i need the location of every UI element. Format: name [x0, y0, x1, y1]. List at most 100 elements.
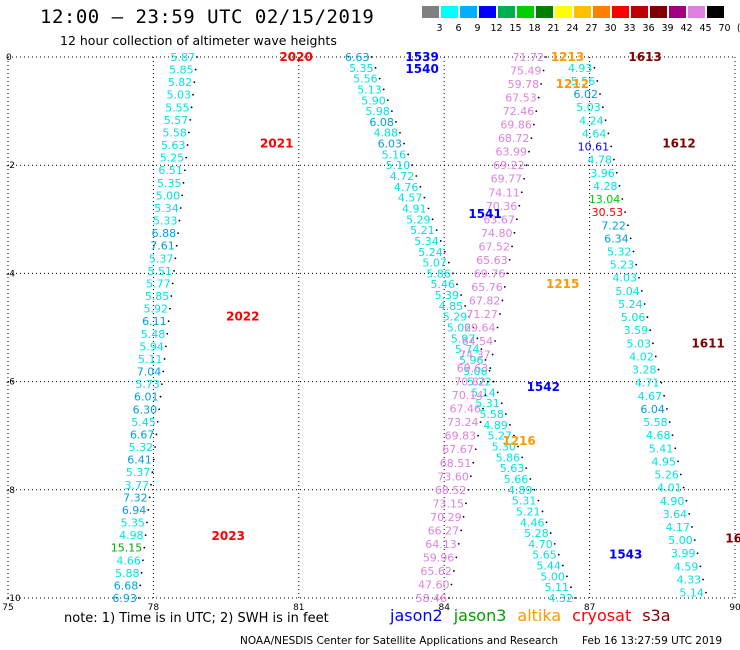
color-swatch	[631, 6, 648, 18]
track-point	[629, 237, 632, 240]
track-point	[574, 597, 576, 599]
swh-value-label: 5.23	[610, 259, 635, 272]
swh-value-label: 5.26	[654, 469, 679, 482]
swh-value-label: 5.45	[131, 416, 156, 429]
swh-value-label: 69.22	[493, 159, 525, 172]
track-point	[607, 132, 610, 135]
swh-value-label: 5.21	[516, 505, 541, 518]
swh-value-label: 67.82	[469, 294, 501, 307]
track-point	[699, 565, 702, 568]
track-point	[174, 257, 177, 260]
track-point	[671, 434, 674, 437]
swh-value-label: 5.29	[406, 213, 431, 226]
swh-value-label: 5.87	[171, 51, 196, 64]
track-point	[696, 552, 699, 555]
swh-value-label: 68.51	[440, 457, 472, 470]
pass-number-label: 2021	[260, 137, 293, 151]
swh-value-label: 5.34	[414, 235, 439, 248]
track-point	[486, 380, 489, 383]
track-point	[143, 546, 146, 549]
swh-value-label: 5.39	[435, 289, 460, 302]
track-point	[474, 448, 477, 451]
track-point	[517, 445, 519, 448]
swh-value-label: 4.98	[119, 529, 144, 542]
color-swatch	[555, 6, 572, 18]
track-point	[146, 521, 148, 524]
swh-value-label: 6.08	[369, 116, 394, 129]
swh-value-label: 5.03	[166, 89, 191, 102]
pass-number-label: 2022	[226, 310, 259, 324]
swh-value-label: 5.94	[139, 340, 164, 353]
track-point	[147, 509, 150, 511]
track-point	[431, 218, 434, 221]
y-tick-label: -10	[6, 594, 21, 604]
track-point	[427, 207, 430, 210]
y-tick-label: -4	[6, 269, 15, 279]
swh-value-label: 4.46	[520, 516, 545, 529]
track-point	[165, 345, 167, 348]
track-point	[685, 499, 688, 502]
swh-value-label: 6.67	[130, 428, 155, 441]
track-point	[455, 556, 458, 559]
track-point	[150, 483, 152, 486]
swh-value-label: 4.85	[439, 300, 464, 313]
y-tick-label: -6	[6, 378, 15, 388]
swh-value-label: 5.46	[430, 278, 455, 291]
color-scale-label: 18	[528, 23, 541, 34]
swh-value-label: 3.96	[590, 167, 615, 180]
swh-value-label: 73.60	[437, 470, 469, 483]
track-point	[476, 337, 479, 340]
track-point	[464, 304, 467, 307]
swh-value-label: 13.04	[589, 193, 621, 206]
swh-value-label: 73.24	[447, 416, 479, 429]
swh-value-label: 65.62	[420, 565, 452, 578]
track-point	[516, 218, 518, 221]
swh-value-label: 5.55	[165, 101, 190, 114]
swh-value-label: 3.64	[663, 508, 688, 521]
x-tick-label: 75	[2, 603, 13, 613]
track-point	[152, 458, 155, 461]
swh-value-label: 5.04	[615, 285, 640, 298]
swh-value-label: 5.98	[365, 105, 390, 118]
track-point	[674, 447, 677, 450]
swh-value-label: 4.89	[508, 484, 533, 497]
track-point	[186, 144, 189, 146]
color-scale-label: 30	[604, 23, 617, 34]
track-point	[175, 244, 178, 247]
swh-value-label: 4.91	[402, 202, 427, 215]
swh-value-label: 68.72	[498, 132, 530, 145]
swh-value-label: 6.51	[158, 164, 183, 177]
track-point	[169, 307, 171, 310]
track-point	[530, 137, 533, 140]
swh-value-label: 5.97	[451, 332, 476, 345]
color-scale-label: 33	[623, 23, 636, 34]
track-point	[448, 597, 450, 599]
track-point	[159, 395, 162, 398]
swh-value-label: 5.00	[156, 189, 181, 202]
track-point	[189, 119, 192, 121]
track-point	[452, 570, 455, 572]
track-point	[170, 295, 173, 297]
satellite-legend: jason2 jason3 altika cryosat s3a	[390, 606, 682, 625]
track-point	[705, 591, 707, 594]
track-point	[537, 96, 540, 99]
track-point	[156, 420, 159, 423]
color-swatch	[479, 6, 496, 18]
swh-value-label: 67.67	[442, 443, 474, 456]
pass-number-label: 1541	[468, 207, 501, 221]
swh-value-label: 7.61	[150, 240, 175, 253]
track-point	[196, 56, 198, 58]
track-point	[660, 381, 663, 384]
color-scale-label: 15	[509, 23, 522, 34]
track-point	[513, 434, 515, 437]
track-point	[494, 340, 496, 342]
track-point	[492, 380, 495, 383]
swh-value-label: 5.88	[115, 567, 140, 580]
track-point	[688, 512, 691, 515]
track-point	[435, 229, 438, 232]
track-point	[423, 196, 426, 199]
page-subtitle: 12 hour collection of altimeter wave hei…	[60, 33, 337, 48]
track-point	[596, 80, 599, 82]
swh-value-label: 5.35	[349, 62, 374, 75]
